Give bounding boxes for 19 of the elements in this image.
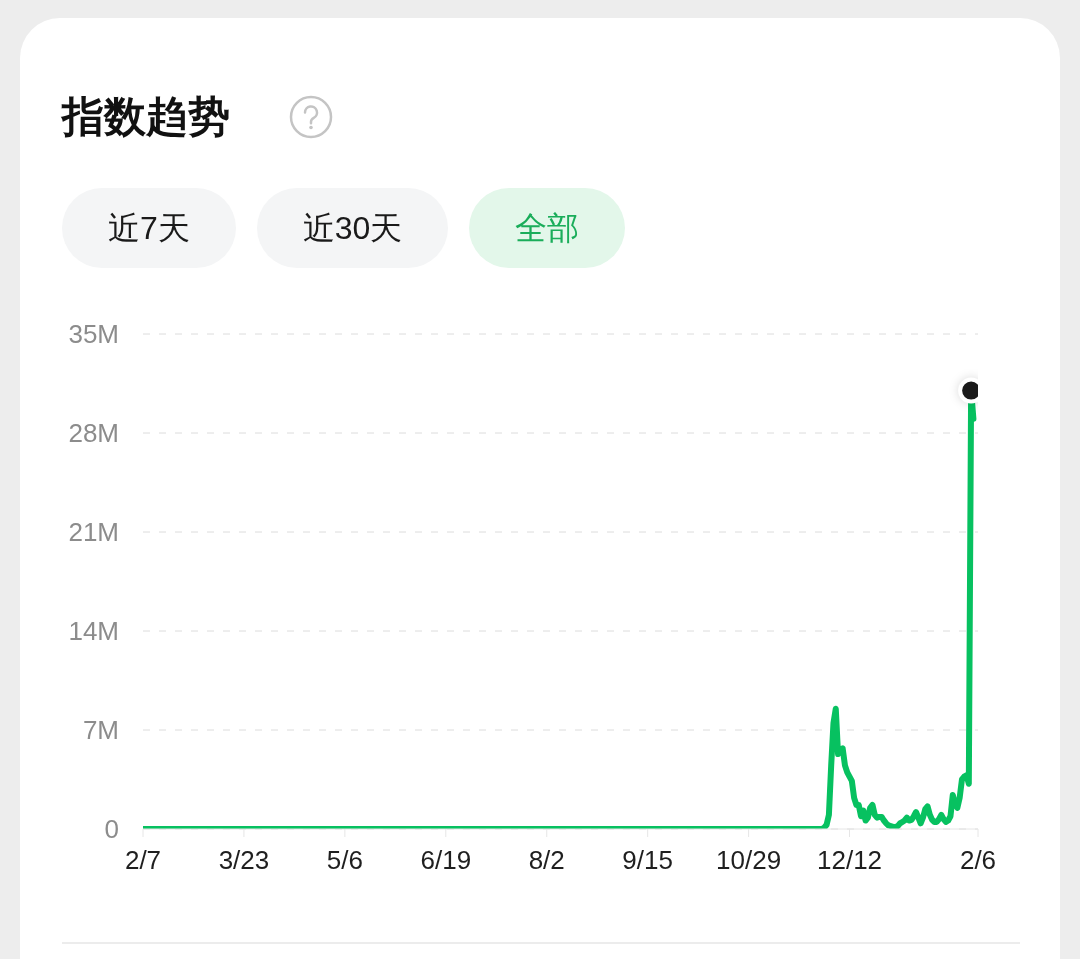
y-tick-label: 21M [68,517,119,548]
x-tick-label: 2/6 [959,845,997,876]
y-tick-label: 7M [82,715,119,746]
y-tick-label: 14M [68,616,119,647]
y-tick-label: 0 [104,814,119,845]
x-tick-label: 2/7 [124,845,162,876]
chart-title: 指数趋势 [62,92,230,142]
x-tick-label: 5/6 [326,845,363,876]
x-tick-label: 6/19 [420,845,472,876]
x-tick-label: 9/15 [622,845,673,876]
x-tick-label: 10/29 [716,845,782,876]
text: 近7天 [62,188,236,268]
x-tick-label: 8/2 [528,845,565,876]
text: 近30天 [256,188,449,268]
text: 全部 [469,188,626,268]
y-tick-label: 28M [68,418,119,449]
x-tick-label: 3/23 [218,845,270,876]
x-tick-label: 12/12 [817,845,883,876]
y-tick-label: 35M [68,319,119,350]
